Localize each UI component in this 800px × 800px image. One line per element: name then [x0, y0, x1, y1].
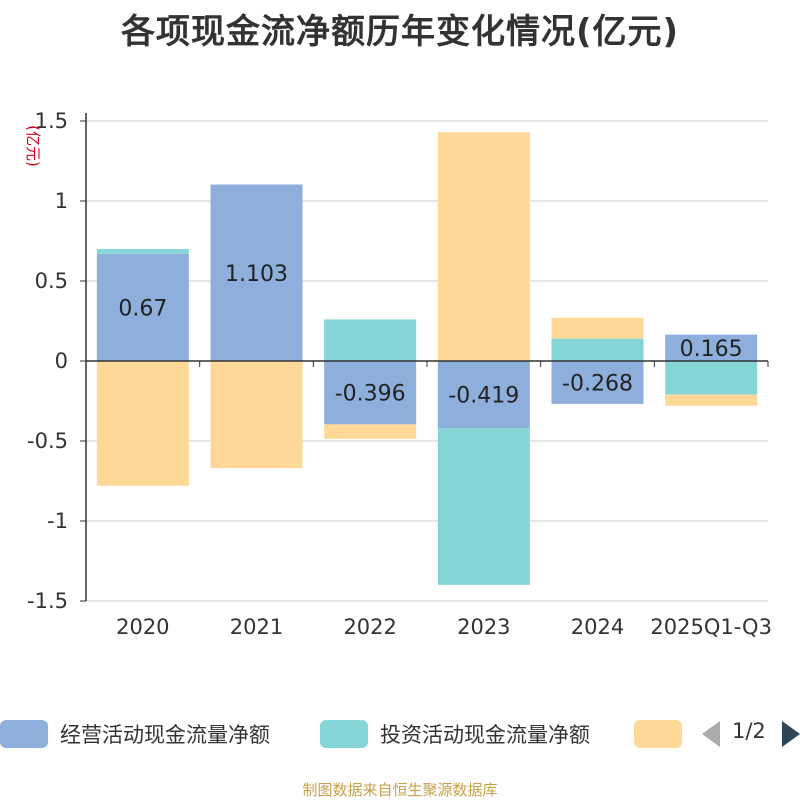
data-label-2022: -0.396	[335, 382, 406, 407]
bar-series2-2023	[437, 132, 530, 361]
chart-plot: 1.5 1 0.5 0 -0.5 -1 -1.5 (亿元) 0.67 1.103 -0.396 -0.…	[24, 109, 772, 639]
y-tick-label: -1.5	[27, 589, 68, 613]
x-tick-label: 2025Q1-Q3	[650, 615, 772, 639]
legend-prev-page-icon[interactable]	[702, 721, 720, 747]
bar-series2-2024	[551, 317, 644, 339]
bar-series2-2020	[96, 361, 189, 486]
bar-series1-2023	[437, 428, 530, 585]
legend-swatch-operating	[0, 720, 48, 748]
x-tick-label: 2021	[230, 615, 283, 639]
y-tick-label: 1	[55, 189, 68, 213]
legend-pager: 1/2	[700, 716, 800, 752]
legend-next-page-icon[interactable]	[782, 721, 800, 747]
y-tick-label: 1.5	[35, 109, 68, 133]
source-note: 制图数据来自恒生聚源数据库	[302, 781, 498, 799]
data-label-2024: -0.268	[562, 371, 633, 396]
x-tick-label: 2020	[116, 615, 169, 639]
legend-label-operating: 经营活动现金流量净额	[60, 723, 270, 747]
legend-label-investing: 投资活动现金流量净额	[380, 723, 590, 747]
bar-series2-2022	[324, 424, 417, 439]
bar-series1-2020	[96, 249, 189, 254]
data-label-2023: -0.419	[448, 384, 519, 409]
legend-swatch-investing	[320, 720, 368, 748]
y-tick-label: 0	[55, 349, 68, 373]
bar-series2-2025Q1-Q3	[665, 394, 758, 406]
bar-series2-2021	[210, 361, 303, 469]
y-axis-label: (亿元)	[24, 125, 42, 167]
chart-title: 各项现金流净额历年变化情况(亿元)	[120, 12, 680, 52]
bar-series0-2021	[210, 184, 303, 361]
legend: 经营活动现金流量净额 投资活动现金流量净额 1/2	[0, 716, 800, 752]
y-tick-label: 0.5	[35, 269, 68, 293]
y-tick-label: -0.5	[27, 429, 68, 453]
bar-series1-2022	[324, 319, 417, 361]
bar-series0-2024	[551, 361, 644, 404]
data-label-2025Q1-Q3: 0.165	[680, 337, 743, 362]
data-label-2021: 1.103	[225, 262, 288, 287]
bar-series0-2023	[437, 361, 530, 429]
y-tick-label: -1	[47, 509, 68, 533]
legend-page-indicator: 1/2	[732, 719, 766, 743]
legend-swatch-third	[634, 720, 682, 748]
x-tick-label: 2023	[457, 615, 510, 639]
x-tick-label: 2024	[571, 615, 624, 639]
bar-series0-2022	[324, 361, 417, 425]
bar-series0-2025Q1-Q3	[665, 334, 758, 361]
x-tick-label: 2022	[343, 615, 396, 639]
bar-series0-2020	[96, 253, 189, 361]
data-label-2020: 0.67	[118, 296, 167, 321]
bar-series1-2025Q1-Q3	[665, 361, 758, 395]
bar-series1-2024	[551, 338, 644, 361]
